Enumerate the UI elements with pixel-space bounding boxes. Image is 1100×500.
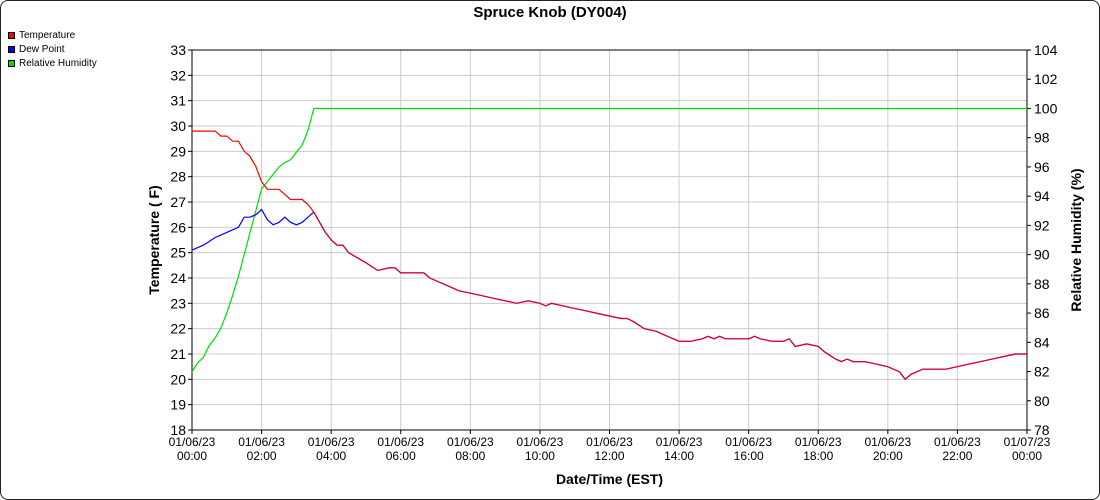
y-tick-label: 30 xyxy=(170,118,186,134)
y-tick-label: 28 xyxy=(170,169,186,185)
x-axis-title: Date/Time (EST) xyxy=(556,471,663,487)
x-tick-label: 01/07/23 00:00 xyxy=(1004,435,1051,463)
y-tick-label: 26 xyxy=(170,219,186,235)
x-tick-label: 01/06/23 20:00 xyxy=(864,435,911,463)
y2-axis-title: Relative Humidity (%) xyxy=(1068,168,1084,311)
y2-tick-label: 80 xyxy=(1034,393,1050,409)
y-tick-label: 25 xyxy=(170,245,186,261)
x-tick-label: 01/06/23 00:00 xyxy=(169,435,216,463)
y-tick-label: 20 xyxy=(170,371,186,387)
x-tick-label: 01/06/23 04:00 xyxy=(308,435,355,463)
y2-tick-label: 98 xyxy=(1034,130,1050,146)
y2-tick-label: 100 xyxy=(1034,100,1058,116)
y-tick-label: 31 xyxy=(170,93,186,109)
x-tick-label: 01/06/23 12:00 xyxy=(586,435,633,463)
y-tick-label: 24 xyxy=(170,270,186,286)
y2-tick-label: 96 xyxy=(1034,159,1050,175)
y2-tick-label: 92 xyxy=(1034,217,1050,233)
y-tick-label: 22 xyxy=(170,321,186,337)
y2-tick-label: 84 xyxy=(1034,334,1050,350)
y-tick-label: 19 xyxy=(170,397,186,413)
y2-tick-label: 94 xyxy=(1034,188,1050,204)
x-tick-label: 01/06/23 10:00 xyxy=(517,435,564,463)
y-axis-title: Temperature ( F) xyxy=(146,185,162,294)
y-tick-label: 23 xyxy=(170,295,186,311)
y2-tick-label: 104 xyxy=(1034,42,1058,58)
y2-tick-label: 90 xyxy=(1034,247,1050,263)
x-tick-label: 01/06/23 16:00 xyxy=(725,435,772,463)
y-tick-label: 33 xyxy=(170,42,186,58)
x-tick-label: 01/06/23 22:00 xyxy=(934,435,981,463)
dew-point-line xyxy=(192,210,314,251)
y-tick-label: 27 xyxy=(170,194,186,210)
x-tick-label: 01/06/23 02:00 xyxy=(238,435,285,463)
x-tick-label: 01/06/23 08:00 xyxy=(447,435,494,463)
y2-tick-label: 82 xyxy=(1034,364,1050,380)
x-tick-label: 01/06/23 14:00 xyxy=(656,435,703,463)
y-tick-label: 32 xyxy=(170,67,186,83)
x-tick-label: 01/06/23 18:00 xyxy=(795,435,842,463)
y2-tick-label: 88 xyxy=(1034,276,1050,292)
y2-tick-label: 102 xyxy=(1034,71,1058,87)
y2-tick-label: 86 xyxy=(1034,305,1050,321)
y-tick-label: 21 xyxy=(170,346,186,362)
y-tick-label: 29 xyxy=(170,143,186,159)
x-tick-label: 01/06/23 06:00 xyxy=(377,435,424,463)
